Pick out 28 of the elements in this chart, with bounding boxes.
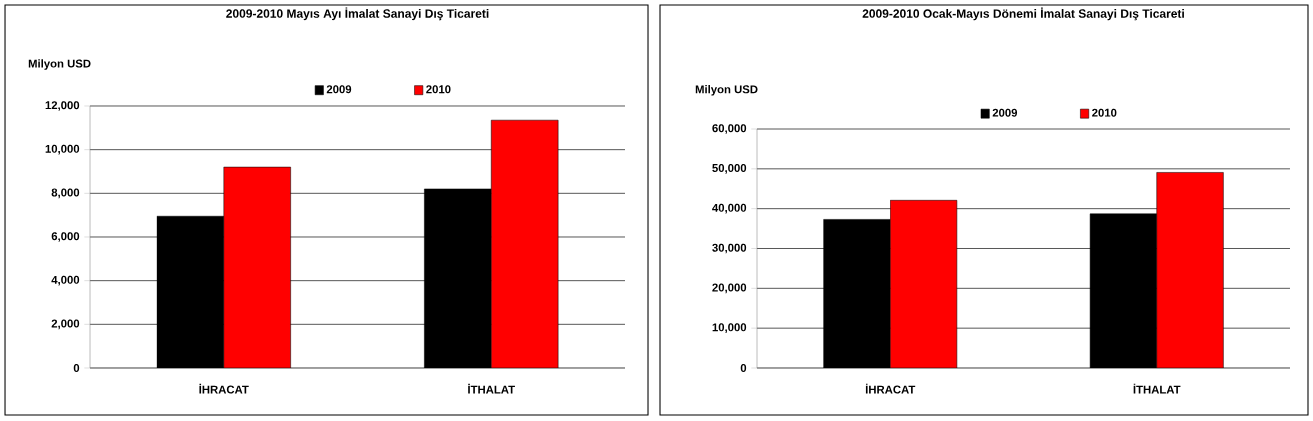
y-tick-label: 8,000 [51,188,80,199]
legend-label: 2009 [326,85,352,94]
y-axis-title: Milyon USD [695,85,758,96]
y-tick-label: 30,000 [712,243,747,254]
y-tick-label: 10,000 [712,323,747,333]
y-tick-label: 60,000 [712,124,747,134]
x-tick-label: İTHALAT [468,383,515,394]
y-tick-label: 40,000 [712,203,747,214]
y-tick-label: 0 [740,363,747,372]
x-tick-label: İHRACAT [865,383,916,394]
legend-label: 2010 [426,85,451,94]
chart-title: 2009-2010 Mayıs Ayı İmalat Sanayi Dış Ticareti [226,7,489,21]
y-tick-label: 2,000 [51,319,80,330]
y-tick-label: 50,000 [712,164,747,174]
y-tick-label: 20,000 [712,283,747,294]
y-axis-title: Milyon USD [28,59,91,70]
chart-title: 2009-2010 Ocak-Mayıs Dönemi İmalat Sanayi Dış Ticareti [862,7,1184,21]
y-tick-label: 10,000 [45,144,80,155]
bar [490,119,559,368]
y-tick-label: 4,000 [51,275,80,286]
x-tick-label: İHRACAT [199,383,249,394]
y-tick-label: 6,000 [51,232,80,242]
legend-label: 2009 [992,108,1018,117]
y-tick-label: 0 [73,363,80,372]
x-tick-label: İTHALAT [1133,383,1181,394]
bar [223,166,291,368]
y-tick-label: 12,000 [45,101,80,111]
legend-label: 2010 [1092,108,1117,117]
